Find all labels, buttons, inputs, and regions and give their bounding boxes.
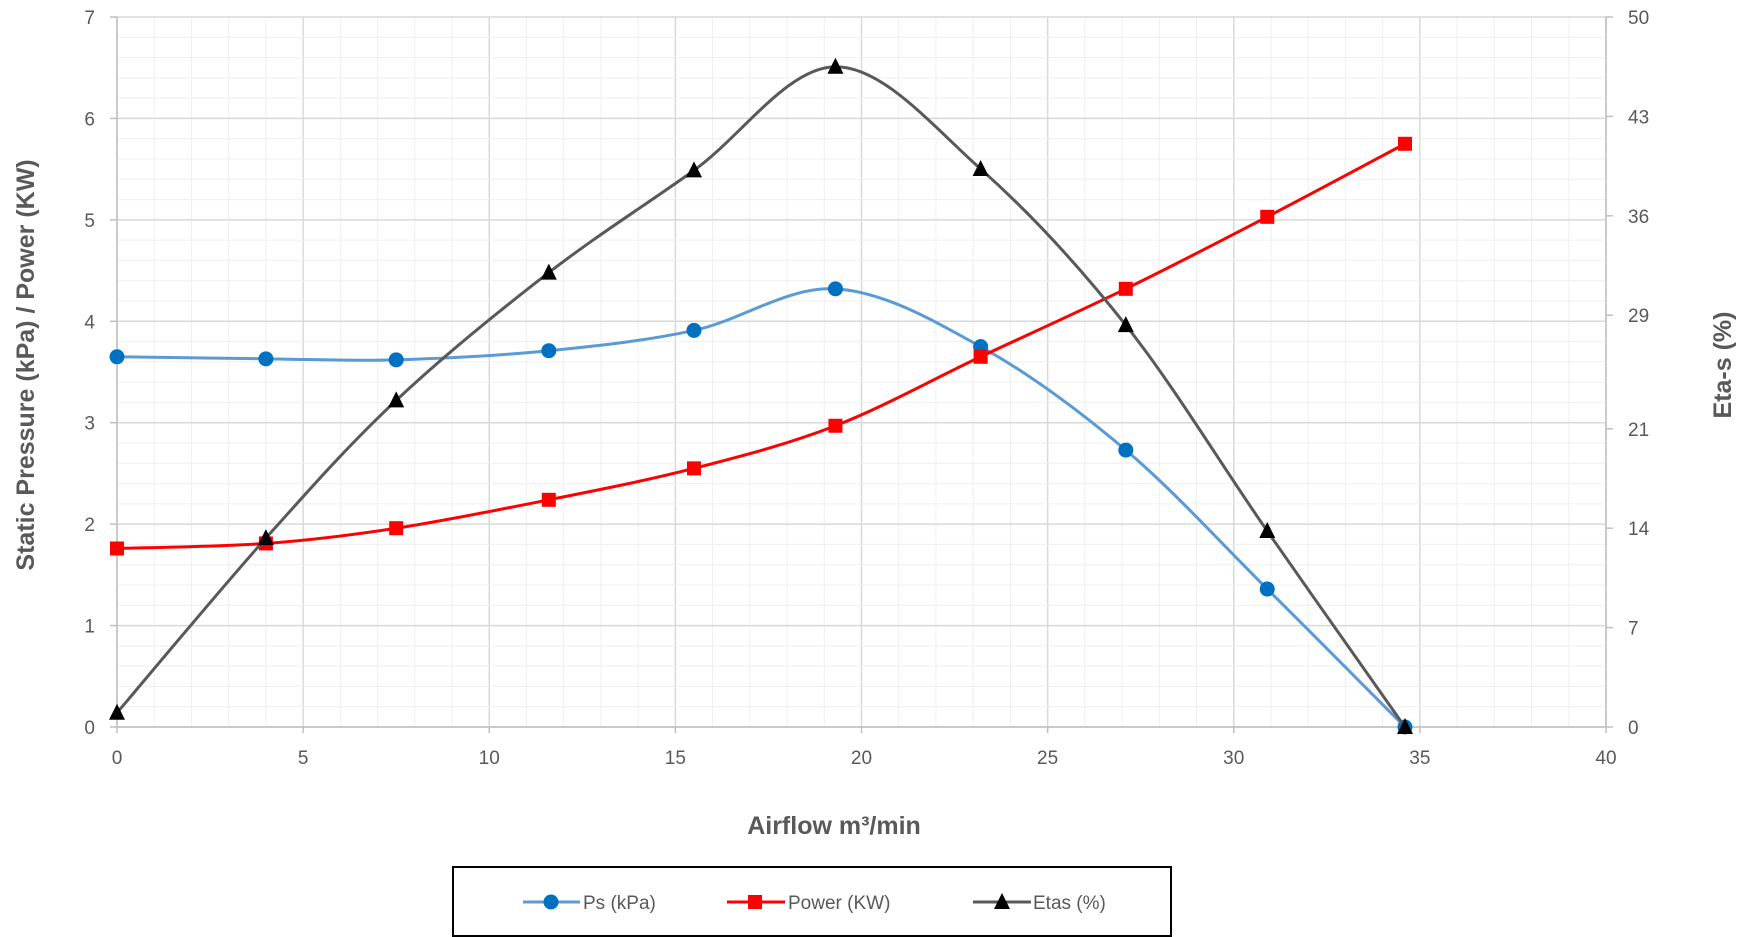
legend-ps-marker <box>543 894 559 910</box>
series-etas-point <box>109 703 125 720</box>
y2-tick-label: 36 <box>1628 207 1649 228</box>
series-etas-point <box>1396 718 1413 734</box>
series-power-point <box>828 418 843 433</box>
series-ps-point <box>388 352 404 368</box>
legend-item-power: Power (KW) <box>727 893 890 914</box>
y2-tick-label: 7 <box>1628 619 1639 640</box>
y-tick-label: 5 <box>84 211 95 232</box>
series-power-point <box>1397 136 1412 151</box>
series-ps-point <box>541 343 557 359</box>
series-ps-point <box>827 281 843 297</box>
series-power-point <box>973 349 988 364</box>
series-power-point <box>541 492 556 507</box>
y-tick-label: 2 <box>84 515 95 536</box>
series-power-point <box>1118 281 1133 296</box>
series-ps-line <box>115 287 1407 729</box>
x-axis-title: Airflow m³/min <box>747 812 921 840</box>
series-etas-line <box>115 65 1407 729</box>
y2-tick-label: 50 <box>1628 8 1649 29</box>
x-tick-label: 20 <box>851 748 872 769</box>
x-tick-label: 0 <box>112 748 123 769</box>
x-tick-label: 35 <box>1409 748 1430 769</box>
series-etas-point <box>685 161 702 178</box>
legend-power-label: Power (KW) <box>788 893 890 914</box>
series-etas-point <box>972 159 989 176</box>
legend-etas-marker <box>994 893 1010 909</box>
series-power-point <box>389 521 404 536</box>
y2-tick-label: 0 <box>1628 718 1639 739</box>
legend-power-marker <box>748 895 762 909</box>
legend-item-ps: Ps (kPa) <box>523 893 656 914</box>
series-layer <box>109 57 1413 735</box>
series-ps-point <box>686 322 702 338</box>
x-tick-label: 5 <box>298 748 309 769</box>
y2-tick-label: 29 <box>1628 306 1649 327</box>
y-tick-label: 1 <box>84 617 95 638</box>
series-etas-point <box>540 263 557 280</box>
series-power-point <box>110 541 124 556</box>
legend-ps-label: Ps (kPa) <box>583 893 656 914</box>
series-power-point <box>1260 209 1275 224</box>
x-tick-label: 40 <box>1595 748 1616 769</box>
legend-etas-label: Etas (%) <box>1033 893 1106 914</box>
series-etas-point <box>827 57 844 74</box>
series-ps-point <box>1259 581 1275 597</box>
legend-item-etas: Etas (%) <box>973 893 1106 914</box>
y-axis-title: Static Pressure (kPa) / Power (KW) <box>12 159 40 570</box>
series-etas-point <box>388 391 405 408</box>
y-tick-label: 3 <box>84 414 95 435</box>
series-etas-point <box>1117 316 1134 333</box>
series-ps-point <box>258 351 274 367</box>
x-tick-label: 25 <box>1037 748 1058 769</box>
series-etas-point <box>1259 522 1276 539</box>
tick-layer: 0 5 10 15 20 25 30 35 40 0 1 2 3 4 5 6 7 0 7 14 21 29 36 43 50 <box>84 8 1649 769</box>
series-ps-point <box>1118 442 1134 458</box>
x-tick-label: 30 <box>1223 748 1244 769</box>
grid-layer <box>116 16 1607 728</box>
y2-tick-label: 21 <box>1628 420 1649 441</box>
y-tick-label: 0 <box>84 718 95 739</box>
x-tick-label: 15 <box>665 748 686 769</box>
series-ps-point <box>109 349 125 365</box>
series-power-point <box>686 461 701 476</box>
y-tick-label: 6 <box>84 109 95 130</box>
series-etas-point <box>257 529 274 546</box>
y2-axis-title: Eta-s (%) <box>1709 312 1737 419</box>
y2-tick-label: 14 <box>1628 519 1650 540</box>
y2-tick-label: 43 <box>1628 107 1649 128</box>
y-tick-label: 7 <box>84 8 95 29</box>
y-tick-label: 4 <box>84 312 95 333</box>
x-tick-label: 10 <box>479 748 500 769</box>
legend: Ps (kPa) Power (KW) Etas (%) <box>452 866 1172 937</box>
series-power-line <box>115 142 1407 550</box>
